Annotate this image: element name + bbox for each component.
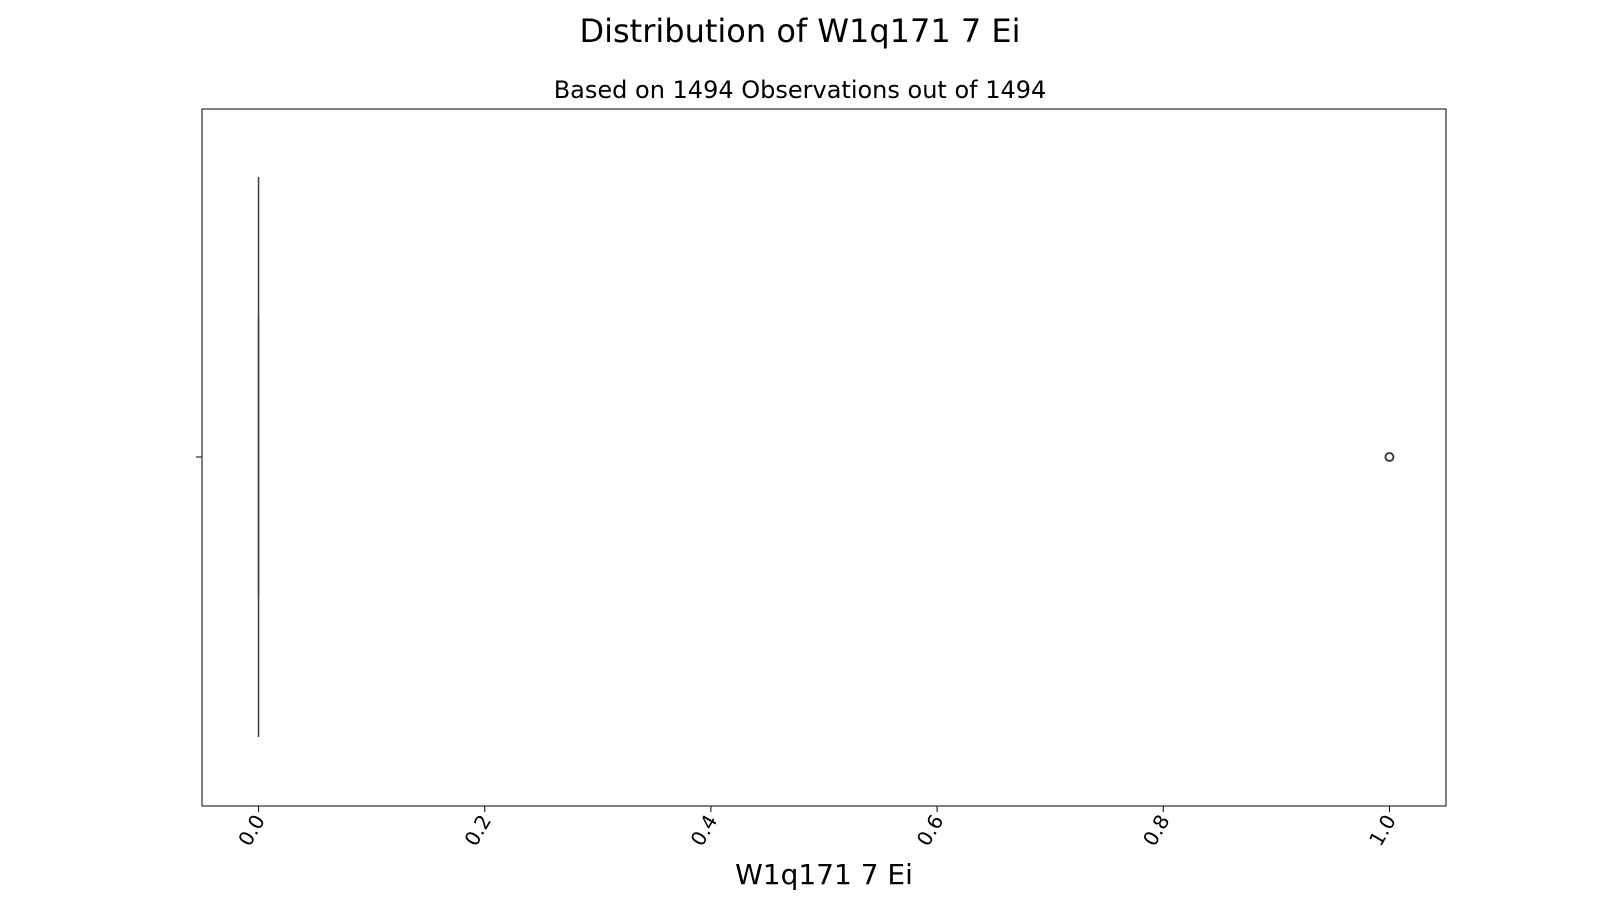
x-tick-label: 1.0	[1364, 811, 1401, 851]
plot-frame	[201, 108, 1447, 807]
x-axis: 0.0 0.2 0.4 0.6 0.8 1.0	[233, 806, 1401, 850]
x-tick-label: 0.0	[233, 811, 270, 851]
x-tick-label: 0.6	[912, 811, 949, 851]
outliers	[1384, 452, 1395, 462]
x-tick-label: 0.8	[1138, 811, 1175, 851]
x-axis-label: W1q171 7 Ei	[735, 858, 913, 891]
outlier-point	[1384, 452, 1395, 462]
x-tick-label: 0.2	[459, 811, 496, 851]
chart-title: Distribution of W1q171 7 Ei	[579, 12, 1021, 50]
x-tick-label: 0.4	[686, 811, 723, 851]
chart-subtitle: Based on 1494 Observations out of 1494	[553, 76, 1047, 104]
